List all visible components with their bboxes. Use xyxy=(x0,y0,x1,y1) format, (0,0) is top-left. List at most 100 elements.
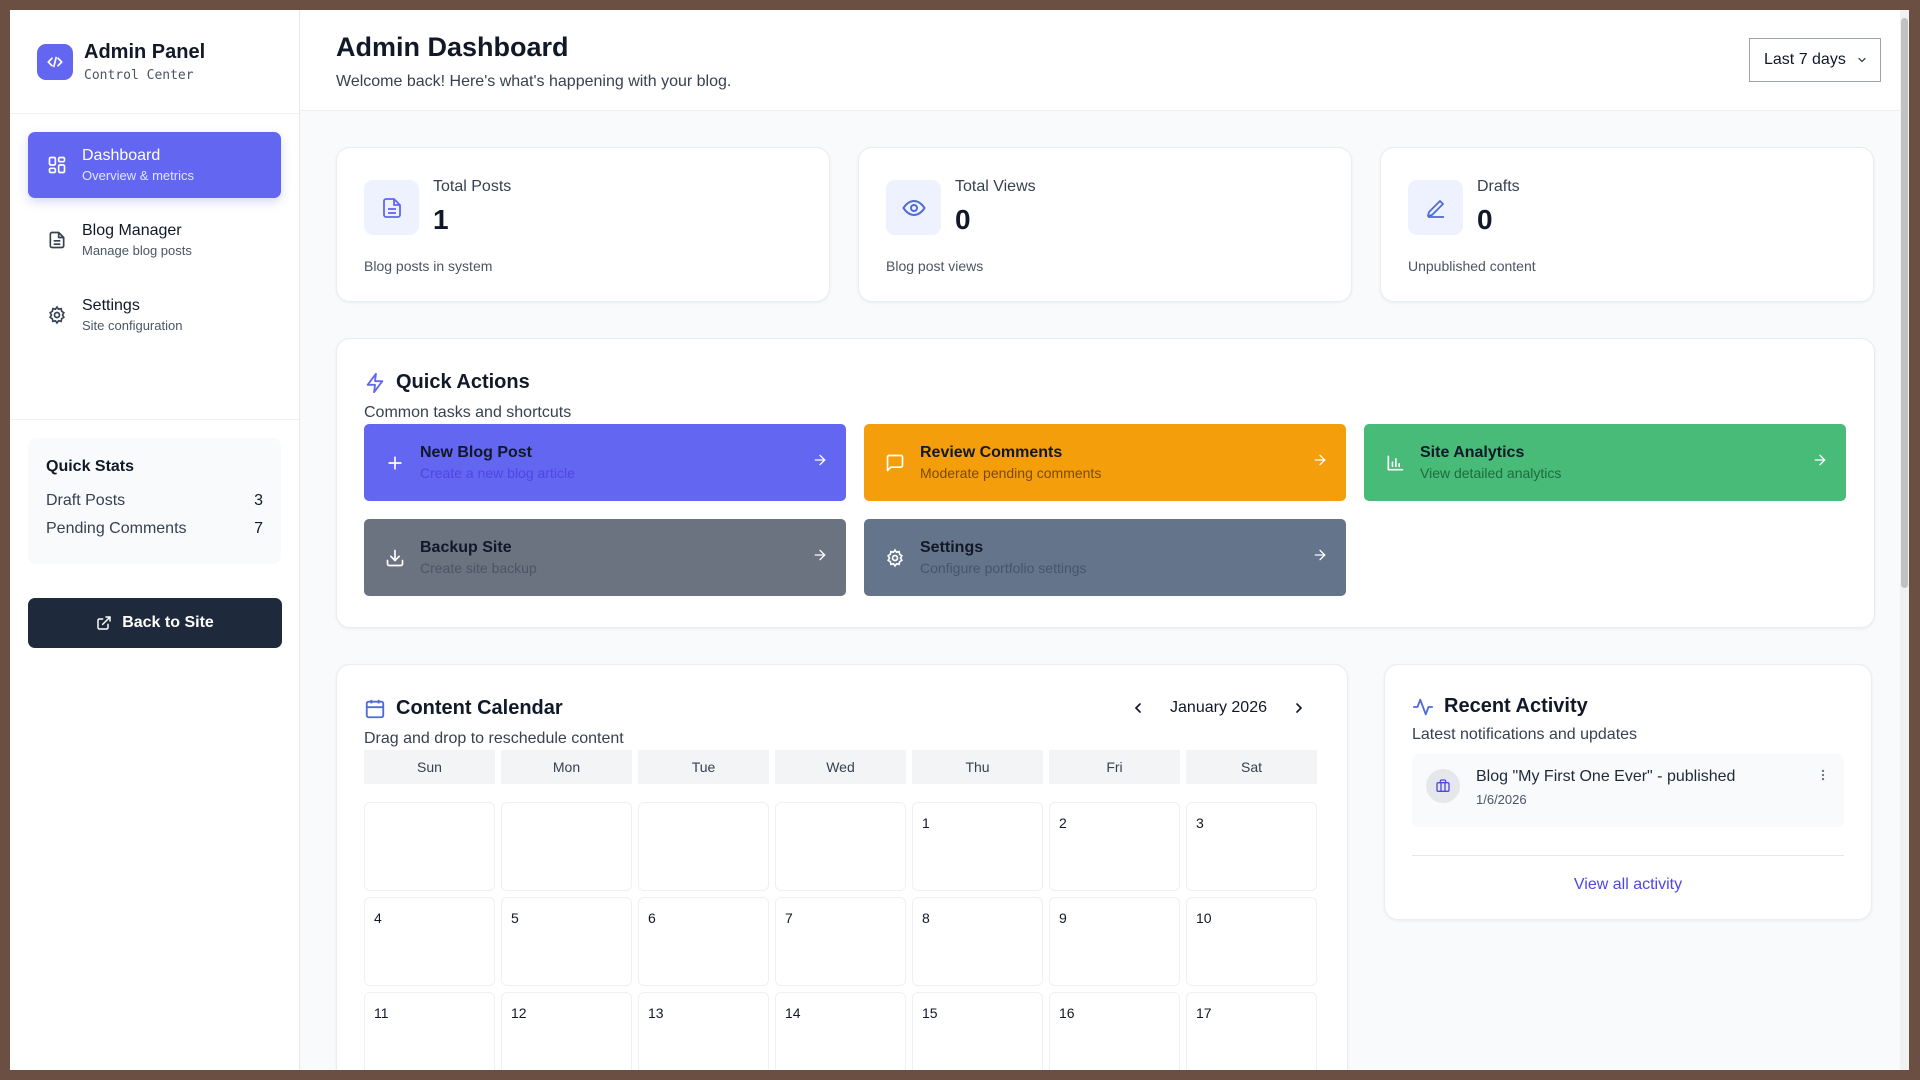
arrow-right-icon xyxy=(814,549,826,561)
quick-stat-row: Draft Posts 3 xyxy=(46,492,263,510)
weekday-header: Tue xyxy=(638,750,769,784)
calendar-day[interactable]: 3 xyxy=(1186,802,1317,891)
calendar-icon xyxy=(365,699,385,718)
lightning-icon xyxy=(366,372,384,393)
stat-card-drafts: Drafts 0 Unpublished content xyxy=(1380,147,1874,302)
topbar: Admin Dashboard Welcome back! Here's wha… xyxy=(300,10,1909,111)
quick-action-sublabel: Create a new blog article xyxy=(420,465,575,481)
calendar-day[interactable]: 8 xyxy=(912,897,1043,986)
activity-date: 1/6/2026 xyxy=(1476,792,1527,807)
weekday-header: Fri xyxy=(1049,750,1180,784)
activity-header: Recent Activity xyxy=(1412,695,1844,718)
page-title: Admin Dashboard xyxy=(336,32,569,62)
calendar-day[interactable]: 7 xyxy=(775,897,906,986)
activity-item[interactable]: Blog "My First One Ever" - published 1/6… xyxy=(1412,754,1844,827)
sidebar-item-sublabel: Site configuration xyxy=(82,318,183,333)
calendar-day[interactable] xyxy=(501,802,632,891)
sidebar-item-dashboard[interactable]: Dashboard Overview & metrics xyxy=(28,132,281,198)
arrow-right-icon xyxy=(1314,454,1326,466)
calendar-day[interactable] xyxy=(364,802,495,891)
stat-card-total-posts: Total Posts 1 Blog posts in system xyxy=(336,147,830,302)
stat-cards: Total Posts 1 Blog posts in system Total… xyxy=(336,147,1875,302)
back-to-site-label: Back to Site xyxy=(122,614,214,631)
date-range-select[interactable]: Last 7 days xyxy=(1749,38,1881,82)
brand-title: Admin Panel xyxy=(84,40,206,63)
comment-icon xyxy=(884,452,906,474)
calendar-day[interactable]: 1 xyxy=(912,802,1043,891)
calendar-day[interactable] xyxy=(775,802,906,891)
calendar-day[interactable]: 10 xyxy=(1186,897,1317,986)
sidebar-item-label: Dashboard xyxy=(82,147,161,164)
quick-action-sublabel: Moderate pending comments xyxy=(920,465,1102,481)
calendar-day[interactable]: 16 xyxy=(1049,992,1180,1070)
sidebar-item-sublabel: Manage blog posts xyxy=(82,243,192,258)
calendar-day[interactable]: 11 xyxy=(364,992,495,1070)
quick-actions-title: Quick Actions xyxy=(396,371,530,393)
quick-actions-panel: Quick Actions Common tasks and shortcuts… xyxy=(336,338,1875,628)
calendar-day[interactable]: 9 xyxy=(1049,897,1180,986)
backup-site-button[interactable]: Backup Site Create site backup xyxy=(364,519,846,596)
calendar-day[interactable]: 4 xyxy=(364,897,495,986)
calendar-day[interactable]: 17 xyxy=(1186,992,1317,1070)
dashboard-content: Total Posts 1 Blog posts in system Total… xyxy=(300,111,1909,1070)
weekday-header: Mon xyxy=(501,750,632,784)
gear-icon xyxy=(46,304,68,326)
stat-value: 1 xyxy=(433,204,449,235)
stat-description: Blog posts in system xyxy=(364,258,493,274)
activity-text: Blog "My First One Ever" - published xyxy=(1476,768,1736,785)
quick-stats: Quick Stats Draft Posts 3 Pending Commen… xyxy=(28,438,281,564)
next-month-button[interactable] xyxy=(1291,700,1307,716)
quick-stats-title: Quick Stats xyxy=(46,458,135,475)
stat-description: Blog post views xyxy=(886,258,984,274)
page-subtitle: Welcome back! Here's what's happening wi… xyxy=(336,73,732,90)
plus-icon xyxy=(384,452,406,474)
bar-chart-icon xyxy=(1384,452,1406,474)
review-comments-button[interactable]: Review Comments Moderate pending comment… xyxy=(864,424,1346,501)
sidebar-nav: Dashboard Overview & metrics Blog Manage… xyxy=(10,114,299,420)
site-analytics-button[interactable]: Site Analytics View detailed analytics xyxy=(1364,424,1846,501)
quick-action-label: Backup Site xyxy=(420,539,512,556)
calendar-month: January 2026 xyxy=(1170,699,1267,716)
new-blog-post-button[interactable]: New Blog Post Create a new blog article xyxy=(364,424,846,501)
activity-subtitle: Latest notifications and updates xyxy=(1412,726,1638,743)
divider xyxy=(1412,855,1844,856)
sidebar-item-sublabel: Overview & metrics xyxy=(82,168,194,183)
more-vertical-icon[interactable] xyxy=(1816,768,1830,787)
recent-activity-panel: Recent Activity Latest notifications and… xyxy=(1384,664,1872,920)
sidebar-item-blog-manager[interactable]: Blog Manager Manage blog posts xyxy=(28,207,281,273)
back-to-site-button[interactable]: Back to Site xyxy=(28,598,282,648)
calendar-day[interactable]: 2 xyxy=(1049,802,1180,891)
view-all-activity-link[interactable]: View all activity xyxy=(1573,876,1683,893)
prev-month-button[interactable] xyxy=(1130,700,1146,716)
calendar-day[interactable]: 12 xyxy=(501,992,632,1070)
code-icon xyxy=(37,43,73,80)
calendar-day[interactable]: 14 xyxy=(775,992,906,1070)
quick-stat-value: 3 xyxy=(254,492,263,509)
quick-action-sublabel: Create site backup xyxy=(420,560,537,576)
gear-icon xyxy=(884,547,906,569)
document-icon xyxy=(46,229,68,251)
lower-row: Content Calendar Drag and drop to resche… xyxy=(336,664,1875,1070)
quick-action-label: Site Analytics xyxy=(1420,444,1525,461)
calendar-nav: January 2026 xyxy=(1130,699,1307,717)
stat-card-total-views: Total Views 0 Blog post views xyxy=(858,147,1352,302)
quick-action-label: New Blog Post xyxy=(420,444,533,461)
portfolio-settings-button[interactable]: Settings Configure portfolio settings xyxy=(864,519,1346,596)
calendar-day[interactable]: 5 xyxy=(501,897,632,986)
calendar-day[interactable]: 15 xyxy=(912,992,1043,1070)
calendar-day[interactable]: 6 xyxy=(638,897,769,986)
weekday-header: Sun xyxy=(364,750,495,784)
page-scrollbar[interactable] xyxy=(1900,10,1909,1070)
quick-action-label: Settings xyxy=(920,539,984,556)
sidebar-item-settings[interactable]: Settings Site configuration xyxy=(28,282,281,348)
calendar-subtitle: Drag and drop to reschedule content xyxy=(364,730,624,747)
pencil-icon xyxy=(1408,180,1463,235)
quick-stat-value: 7 xyxy=(254,520,263,537)
calendar-day[interactable] xyxy=(638,802,769,891)
brand: Admin Panel Control Center xyxy=(10,10,299,114)
scrollbar-thumb[interactable] xyxy=(1901,18,1908,588)
calendar-day[interactable]: 13 xyxy=(638,992,769,1070)
quick-action-label: Review Comments xyxy=(920,444,1063,461)
calendar-grid: 1 2 3 4 5 6 7 8 9 10 11 12 13 14 xyxy=(364,802,1320,1070)
briefcase-icon xyxy=(1426,769,1460,803)
